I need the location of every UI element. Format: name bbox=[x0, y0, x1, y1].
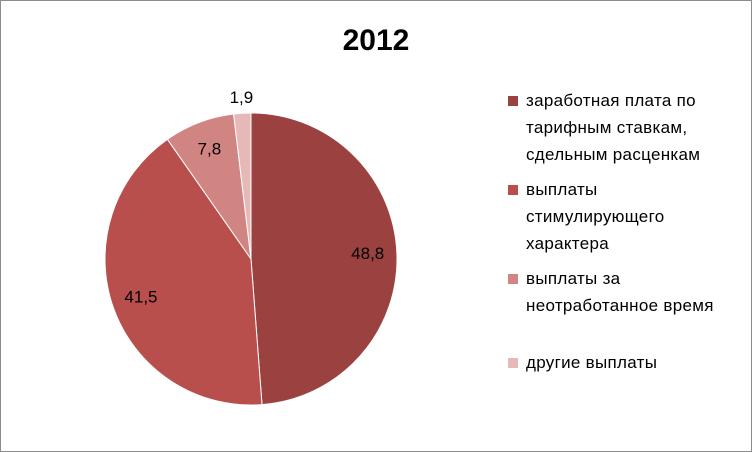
legend-item: заработная плата по тарифным ставкам, сд… bbox=[508, 87, 738, 168]
legend-label: выплаты за неотработанное время bbox=[526, 269, 714, 315]
legend-swatch bbox=[508, 358, 518, 368]
legend-label: заработная плата по тарифным ставкам, сд… bbox=[526, 91, 701, 164]
legend-swatch bbox=[508, 96, 518, 106]
legend-swatch bbox=[508, 274, 518, 284]
pie-slice bbox=[104, 138, 263, 406]
data-label: 48,8 bbox=[351, 244, 384, 263]
legend: заработная плата по тарифным ставкам, сд… bbox=[508, 87, 738, 384]
pie-slice bbox=[250, 112, 398, 406]
data-label: 1,9 bbox=[230, 88, 254, 107]
legend-item: выплаты за неотработанное время bbox=[508, 265, 738, 319]
legend-swatch bbox=[508, 185, 518, 195]
legend-label: другие выплаты bbox=[526, 353, 658, 372]
legend-item: выплаты стимулирующего характера bbox=[508, 176, 738, 257]
legend-item: другие выплаты bbox=[508, 349, 738, 376]
data-label: 7,8 bbox=[198, 139, 222, 158]
legend-label: выплаты стимулирующего характера bbox=[526, 180, 665, 253]
data-label: 41,5 bbox=[124, 288, 157, 307]
chart-title: 2012 bbox=[343, 24, 410, 57]
pie-slice bbox=[233, 112, 252, 260]
